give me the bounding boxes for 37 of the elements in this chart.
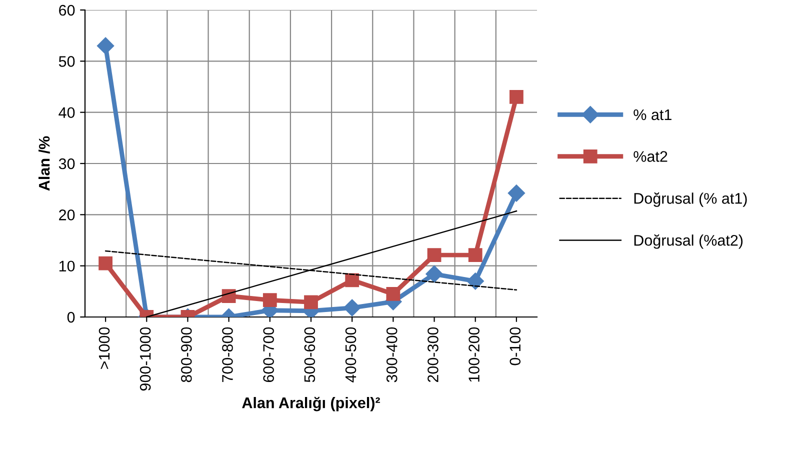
point: [345, 273, 360, 288]
point: [386, 287, 400, 301]
point: [427, 248, 442, 262]
x-tick-label: 200-300: [428, 327, 438, 382]
y-tick-label: 10: [59, 260, 75, 272]
legend-label: Doğrusal (% at1): [634, 192, 747, 207]
y-tick-label: 0: [67, 312, 75, 323]
point: [344, 299, 361, 316]
x-tick-label: 600-700: [263, 327, 274, 382]
x-tick-label: 800-900: [181, 327, 192, 382]
point: [510, 90, 524, 104]
x-tick-label: 300-400: [386, 327, 398, 382]
legend-label: Doğrusal (%at2): [634, 234, 743, 249]
x-axis-title: Alan Aralığı (pixel)²: [242, 396, 380, 412]
x-tick-label: 400-500: [345, 327, 356, 382]
y-tick-label: 40: [58, 107, 75, 118]
point: [304, 295, 318, 310]
y-tick-label: 20: [59, 210, 75, 220]
point: [98, 256, 112, 270]
y-tick-label: 60: [59, 4, 75, 16]
legend-label: %at2: [634, 151, 668, 162]
x-tick-label: 0-100: [510, 327, 521, 366]
x-tick-label: 900-1000: [140, 327, 151, 391]
y-tick-label: 50: [58, 56, 75, 67]
y-tick-label: 30: [58, 158, 75, 170]
x-tick-label: >1000: [98, 327, 110, 369]
y-axis-title: Alan /%: [38, 136, 50, 191]
point: [466, 272, 484, 290]
point: [468, 248, 482, 262]
point: [96, 37, 114, 54]
point: [426, 265, 443, 283]
x-tick-label: 700-800: [222, 327, 233, 382]
x-tick-label: 500-600: [304, 327, 316, 382]
point: [508, 184, 526, 202]
legend-label: % at1: [634, 109, 672, 120]
point: [262, 293, 277, 308]
x-tick-label: 100-200: [468, 327, 480, 382]
